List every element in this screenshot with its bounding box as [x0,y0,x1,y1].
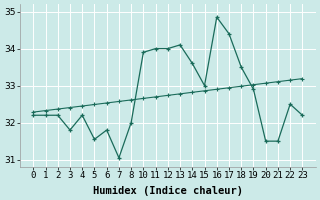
X-axis label: Humidex (Indice chaleur): Humidex (Indice chaleur) [93,186,243,196]
